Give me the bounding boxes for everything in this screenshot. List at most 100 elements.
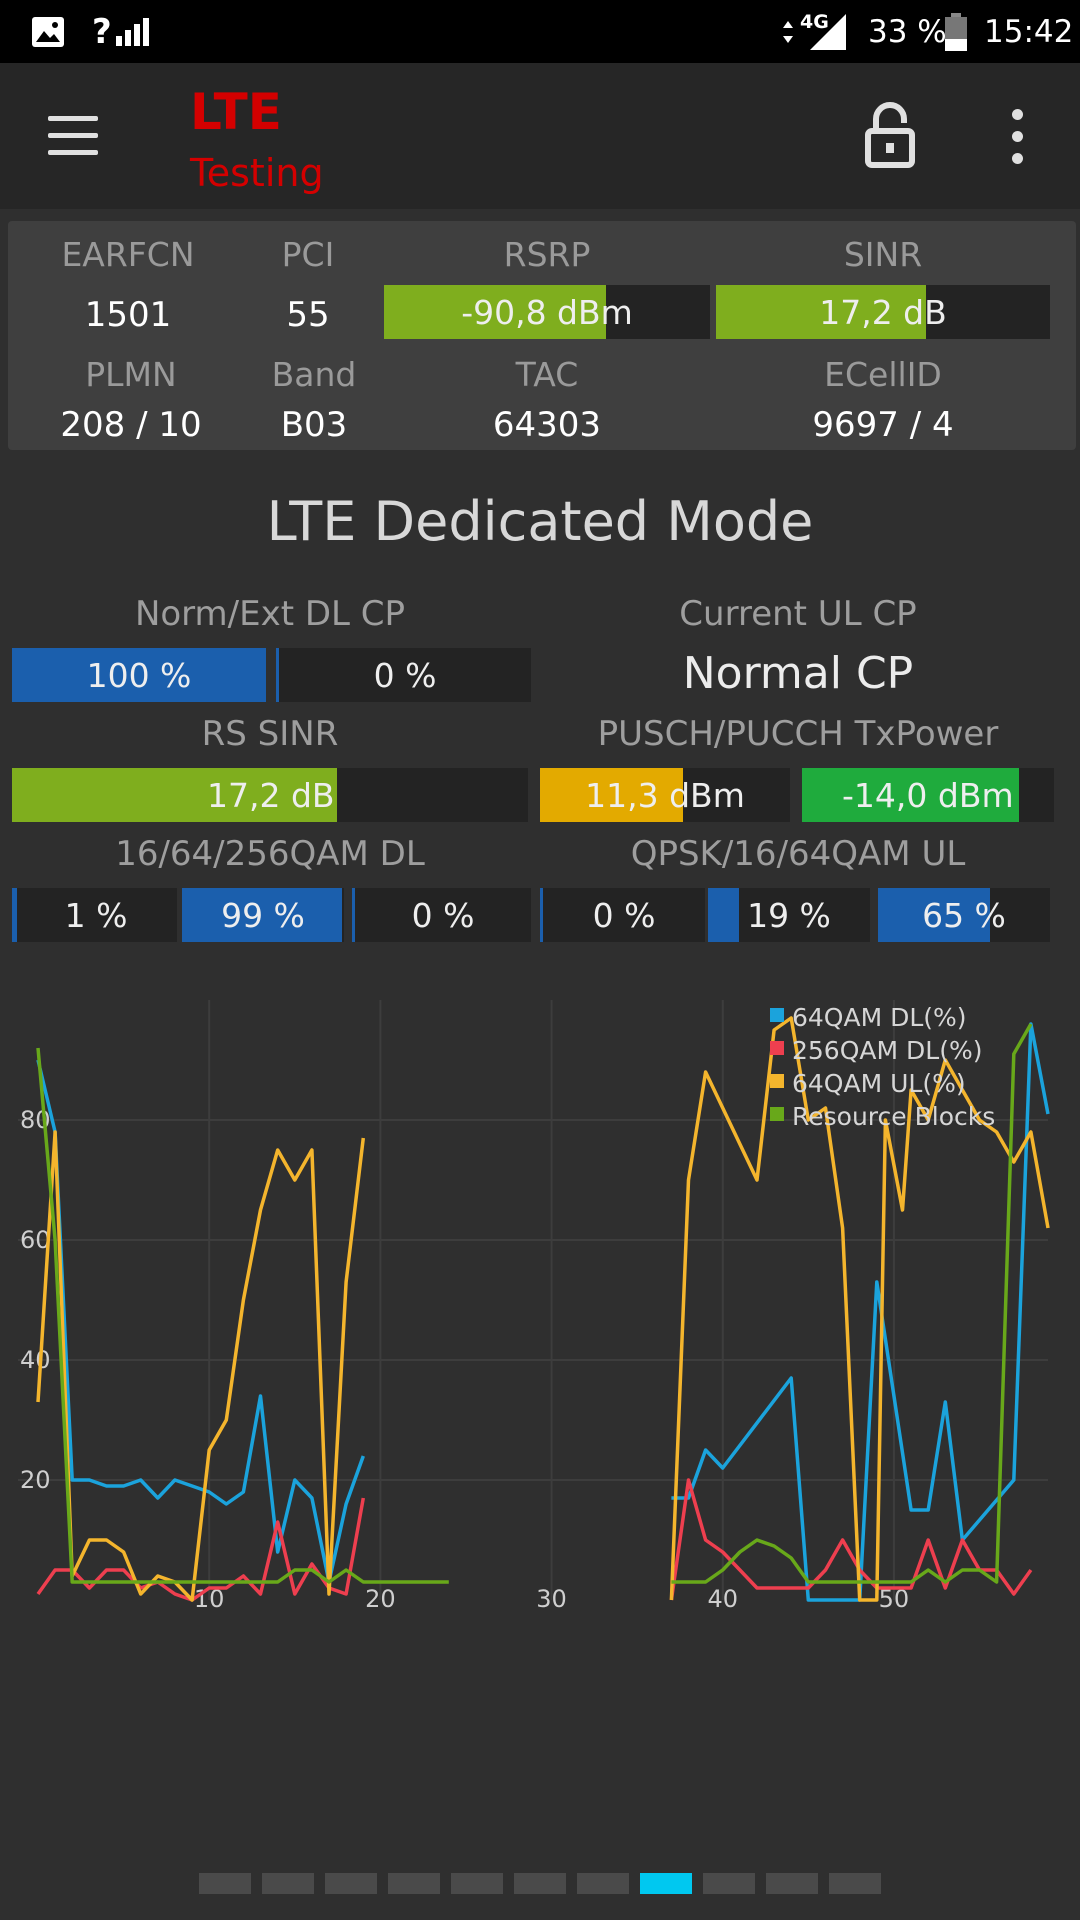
page-dot[interactable] [577, 1873, 629, 1894]
app-subtitle: Testing [190, 151, 324, 195]
legend-entry: 256QAM DL(%) [792, 1036, 982, 1065]
page-dot[interactable] [829, 1873, 881, 1894]
page-dot[interactable] [325, 1873, 377, 1894]
dl-cp-ext-value: 0 % [373, 655, 437, 695]
page-dot[interactable] [262, 1873, 314, 1894]
network-type: 4G [800, 10, 829, 33]
pci-label: PCI [281, 235, 335, 274]
qam-dl-256-value: 0 % [411, 895, 475, 935]
legend-swatch [770, 1008, 784, 1022]
ecellid-label: ECellID [824, 355, 942, 394]
more-options-icon[interactable] [998, 109, 1038, 169]
band-label: Band [271, 355, 357, 394]
pucch-txpower-value: -14,0 dBm [842, 775, 1014, 815]
page-dot[interactable] [451, 1873, 503, 1894]
sinr-bar-fill [716, 285, 927, 339]
qam-ul-qpsk-value: 0 % [592, 895, 656, 935]
tac-label: TAC [515, 355, 579, 394]
qam-dl-16-bar: 1 % [12, 888, 177, 942]
pusch-txpower-value: 11,3 dBm [585, 775, 745, 815]
series-line [671, 1023, 1033, 1584]
rs-sinr-label: RS SINR [201, 714, 339, 754]
series-line [671, 1022, 1050, 1602]
legend-swatch [770, 1074, 784, 1088]
legend-swatch [770, 1041, 784, 1055]
qam-ul-qpsk-bar: 0 % [540, 888, 705, 942]
app-bar: LTE Testing [0, 63, 1080, 209]
rs-sinr-value: 17,2 dB [207, 775, 335, 815]
series-line [36, 1130, 366, 1602]
qam-dl-label: 16/64/256QAM DL [115, 834, 425, 874]
y-tick-label: 60 [20, 1226, 51, 1254]
qam-ul-64-value: 65 % [922, 895, 1006, 935]
plmn-label: PLMN [85, 355, 177, 394]
gallery-notification-icon [30, 0, 66, 63]
dl-cp-normal-fill [12, 648, 266, 702]
series-line [36, 1047, 449, 1584]
txpower-label: PUSCH/PUCCH TxPower [597, 714, 999, 754]
legend-entry: 64QAM DL(%) [792, 1003, 967, 1032]
ul-cp-label: Current UL CP [679, 594, 917, 634]
qam-dl-64-bar: 99 % [182, 888, 344, 942]
rs-sinr-fill [12, 768, 338, 822]
dl-cp-label: Norm/Ext DL CP [134, 594, 406, 634]
earfcn-label: EARFCN [61, 235, 195, 274]
qam-dl-64-fill [182, 888, 343, 942]
ul-cp-value: Normal CP [682, 648, 914, 699]
qam-ul-64-fill [878, 888, 990, 942]
pusch-txpower-fill [540, 768, 683, 822]
rs-sinr-bar: 17,2 dB [12, 768, 528, 822]
qam-dl-64-value: 99 % [221, 895, 305, 935]
dl-cp-ext-bar: 0 % [276, 648, 531, 702]
app-title: LTE [190, 83, 282, 141]
page-dot[interactable] [766, 1873, 818, 1894]
ecellid-value: 9697 / 4 [812, 405, 954, 445]
dl-cp-normal-value: 100 % [86, 655, 192, 695]
menu-icon[interactable] [48, 116, 98, 156]
pucch-txpower-bar: -14,0 dBm [802, 768, 1054, 822]
battery-level: 33 % [868, 13, 947, 50]
sinr-value: 17,2 dB [819, 292, 947, 332]
legend-entry: Resource Blocks [792, 1102, 995, 1131]
clock: 15:42 [984, 13, 1074, 50]
status-bar: ? 4G 33 % 15:42 [0, 0, 1080, 63]
series-line [669, 1016, 1050, 1602]
qam-ul-16-fill [708, 888, 739, 942]
plmn-value: 208 / 10 [60, 405, 202, 445]
sinr-bar: 17,2 dB [716, 285, 1050, 339]
page-dot[interactable] [388, 1873, 440, 1894]
sinr-label: SINR [843, 235, 923, 274]
serving-cell-panel: EARFCN 1501 PCI 55 RSRP -90,8 dBm SINR 1… [8, 221, 1076, 450]
qam-dl-16-fill [15, 888, 17, 942]
rsrp-bar: -90,8 dBm [384, 285, 710, 339]
qam-dl-256-bar: 0 % [352, 888, 531, 942]
page-dot[interactable] [514, 1873, 566, 1894]
page-dot[interactable] [640, 1873, 692, 1894]
page-indicator [0, 1873, 1080, 1897]
page-dot[interactable] [703, 1873, 755, 1894]
y-tick-label: 40 [20, 1346, 51, 1374]
pci-value: 55 [286, 295, 330, 335]
mode-title: LTE Dedicated Mode [266, 490, 814, 553]
data-arrows-icon [780, 0, 796, 63]
band-value: B03 [280, 405, 348, 445]
lock-icon[interactable] [862, 101, 918, 169]
qam-ul-label: QPSK/16/64QAM UL [630, 834, 966, 874]
y-tick-label: 20 [20, 1466, 51, 1494]
tac-value: 64303 [492, 405, 602, 445]
rsrp-bar-fill [384, 285, 606, 339]
qam-ul-16-value: 19 % [747, 895, 831, 935]
x-tick-label: 30 [536, 1585, 567, 1613]
signal-strength-icon [808, 0, 848, 63]
x-tick-label: 20 [365, 1585, 396, 1613]
legend-swatch [770, 1107, 784, 1121]
x-tick-label: 40 [707, 1585, 738, 1613]
pusch-txpower-bar: 11,3 dBm [540, 768, 790, 822]
series-line [36, 1059, 365, 1584]
rsrp-label: RSRP [503, 235, 591, 274]
qam-ul-64-bar: 65 % [878, 888, 1050, 942]
dl-cp-normal-bar: 100 % [12, 648, 266, 702]
page-dot[interactable] [199, 1873, 251, 1894]
battery-icon [944, 0, 968, 63]
